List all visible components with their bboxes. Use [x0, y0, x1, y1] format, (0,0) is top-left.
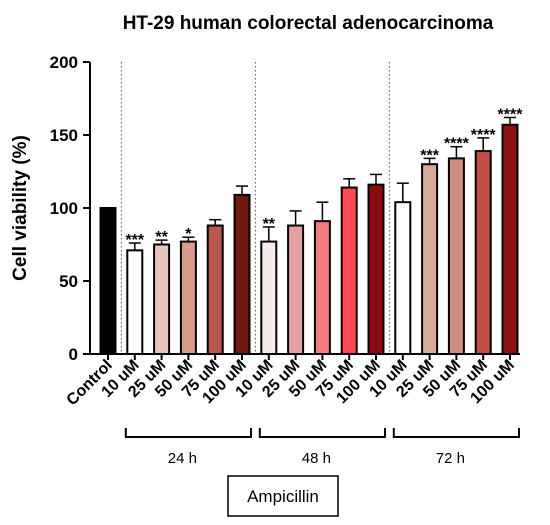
- y-tick-label: 200: [50, 53, 78, 72]
- bar: [313, 220, 331, 355]
- group-label: 24 h: [168, 450, 197, 467]
- group-label: 72 h: [436, 450, 465, 467]
- bar: [287, 224, 305, 355]
- bar: [206, 224, 224, 355]
- treatment-box-frame: [227, 475, 339, 517]
- significance-marker: ***: [125, 232, 144, 249]
- bar: [474, 150, 492, 355]
- group-separators: [120, 62, 390, 354]
- bar: [340, 186, 358, 355]
- bar: [260, 240, 278, 355]
- bar: [501, 123, 519, 355]
- significance-marker: ****: [471, 127, 497, 144]
- group-label: 48 h: [302, 450, 331, 467]
- y-tick-label: 100: [50, 199, 78, 218]
- significance-marker: ***: [420, 147, 439, 164]
- time-groups: 24 h 48 h 72 h: [124, 428, 520, 467]
- treatment-box: Ampicillin: [227, 475, 339, 517]
- group-bracket: [392, 428, 520, 438]
- bar: [179, 240, 197, 355]
- y-tick-label: 50: [59, 272, 78, 291]
- significance-marker: **: [155, 229, 168, 246]
- bar: [394, 201, 412, 355]
- treatment-label: Ampicillin: [247, 487, 319, 506]
- y-tick-label: 0: [69, 345, 78, 364]
- group-bracket: [124, 428, 252, 438]
- bar: [447, 157, 465, 355]
- group-bracket: [258, 428, 386, 438]
- significance-marker: ****: [498, 106, 524, 123]
- significance-markers: *** ** ******************: [125, 106, 523, 249]
- bar: [367, 183, 385, 355]
- bars: [99, 123, 519, 355]
- y-tick-label: 150: [50, 126, 78, 145]
- bar: [126, 249, 144, 355]
- bar: [153, 243, 171, 355]
- significance-marker: *: [185, 226, 192, 243]
- significance-marker: **: [263, 216, 276, 233]
- significance-marker: ****: [444, 136, 470, 153]
- bar: [421, 163, 439, 355]
- bar: [99, 207, 117, 355]
- y-axis-label: Cell viability (%): [10, 135, 31, 281]
- error-bars: [128, 116, 516, 251]
- chart-title: HT-29 human colorectal adenocarcinoma: [123, 13, 494, 34]
- bar: [233, 193, 251, 355]
